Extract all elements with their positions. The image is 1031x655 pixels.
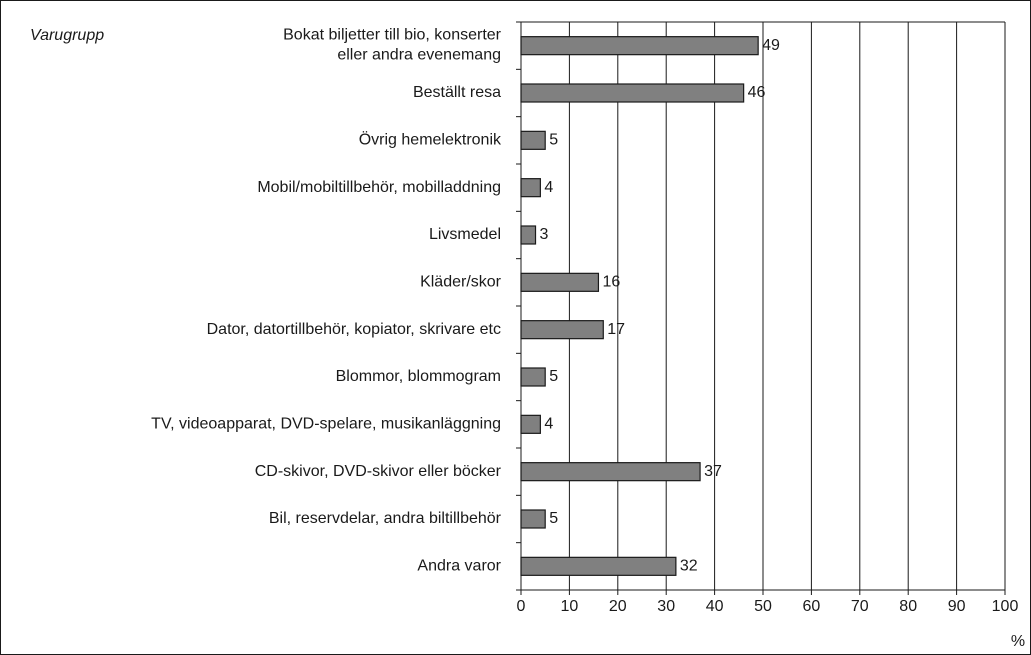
x-tick-label: 100 (992, 598, 1019, 615)
x-tick-label: 90 (948, 598, 966, 615)
value-label: 4 (544, 416, 553, 433)
y-tick-label: Övrig hemelektronik (359, 131, 502, 149)
x-tick-label: 70 (851, 598, 869, 615)
value-label: 3 (540, 226, 549, 243)
x-tick-label: 50 (754, 598, 772, 615)
value-label: 5 (549, 132, 558, 149)
bar (520, 225, 537, 245)
value-label: 46 (748, 84, 766, 101)
y-tick-label: Kläder/skor (420, 274, 502, 291)
value-label: 4 (544, 179, 553, 196)
x-tick-label: 80 (899, 598, 917, 615)
bar (520, 83, 745, 103)
value-label: 5 (549, 510, 558, 527)
value-label: 17 (607, 321, 625, 338)
y-tick-label: Bokat biljetter till bio, konserter eller… (283, 27, 502, 64)
bar (520, 367, 546, 387)
bar (520, 414, 541, 434)
y-tick-label: Blommor, blommogram (336, 368, 501, 385)
y-tick-label: Livsmedel (429, 226, 501, 243)
label-line: Bokat biljetter till bio, konserter (283, 27, 502, 44)
y-tick-label: Bil, reservdelar, andra biltillbehör (269, 510, 502, 527)
bar (520, 36, 759, 56)
x-axis-label: % (1011, 633, 1025, 650)
bar (520, 178, 541, 198)
x-tick-label: 0 (517, 598, 526, 615)
bar (520, 272, 600, 292)
value-label: 5 (549, 368, 558, 385)
x-tick-label: 10 (561, 598, 579, 615)
y-tick-label: Mobil/mobiltillbehör, mobilladdning (257, 179, 501, 196)
x-tick-label: 20 (609, 598, 627, 615)
y-tick-label: CD-skivor, DVD-skivor eller böcker (255, 463, 502, 480)
bar (520, 462, 701, 482)
value-label: 37 (704, 463, 722, 480)
value-label: 16 (602, 274, 620, 291)
bar (520, 556, 677, 576)
value-label: 49 (762, 37, 780, 54)
value-label: 32 (680, 558, 698, 575)
axis-title: Varugrupp (30, 27, 104, 44)
x-tick-label: 60 (803, 598, 821, 615)
x-tick-label: 30 (657, 598, 675, 615)
y-tick-label: TV, videoapparat, DVD-spelare, musikanlä… (151, 416, 501, 433)
bar (520, 320, 604, 340)
y-tick-label: Dator, datortillbehör, kopiator, skrivar… (207, 321, 501, 338)
bar (520, 509, 546, 529)
bar (520, 130, 546, 150)
label-line: eller andra evenemang (337, 47, 501, 64)
y-tick-label: Beställt resa (413, 84, 501, 101)
x-tick-label: 40 (706, 598, 724, 615)
y-tick-label: Andra varor (417, 558, 501, 575)
